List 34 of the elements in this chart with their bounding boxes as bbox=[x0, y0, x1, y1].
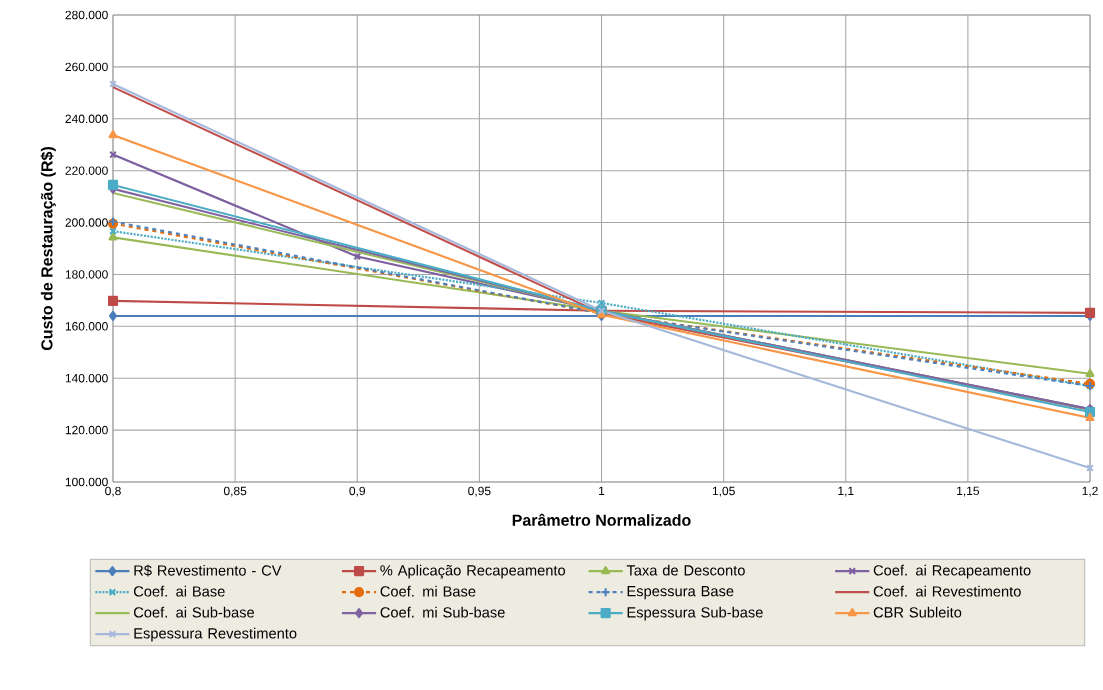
legend-label: Taxa de Desconto bbox=[626, 564, 745, 576]
y-tick-label: 240.000 bbox=[65, 114, 108, 124]
y-tick-label: 140.000 bbox=[65, 373, 108, 383]
y-tick-label: 120.000 bbox=[65, 425, 108, 435]
legend-label: CBR Subleito bbox=[873, 606, 962, 618]
y-tick-label: 160.000 bbox=[65, 322, 108, 331]
x-tick-label: 1 bbox=[599, 486, 605, 495]
x-tick-label: 1,15 bbox=[957, 486, 980, 497]
x-tick-label: 1,05 bbox=[712, 486, 735, 497]
legend-label: Coef. ai Base bbox=[133, 585, 225, 597]
y-tick-label: 280.000 bbox=[65, 10, 108, 20]
x-tick-label: 1,2 bbox=[1082, 486, 1098, 497]
y-axis-title: Custo de Restauração (R$) bbox=[40, 147, 56, 351]
legend-label: Espessura Base bbox=[627, 586, 734, 600]
x-axis-title: Parâmetro Normalizado bbox=[512, 513, 691, 526]
y-tick-label: 220.000 bbox=[65, 166, 108, 175]
x-tick-label: 0,95 bbox=[468, 486, 491, 497]
legend-label: Coef. ai Revestimento bbox=[873, 585, 1021, 597]
y-tick-label: 100.000 bbox=[65, 477, 108, 487]
legend-label: R$ Revestimento - CV bbox=[134, 564, 282, 577]
legend-label: Coef. ai Sub-base bbox=[133, 606, 255, 618]
legend-label: Espessura Revestimento bbox=[134, 627, 297, 642]
legend-label: % Aplicação Recapeamento bbox=[380, 564, 566, 579]
x-tick-label: 0,8 bbox=[105, 486, 121, 497]
legend-label: Coef. mi Base bbox=[380, 585, 476, 597]
y-tick-label: 180.000 bbox=[65, 270, 108, 279]
x-tick-label: 0,9 bbox=[349, 486, 366, 497]
x-tick-label: 1,1 bbox=[838, 486, 854, 497]
legend-label: Coef. ai Recapeamento bbox=[873, 564, 1031, 579]
y-tick-label: 200.000 bbox=[65, 218, 108, 227]
x-tick-label: 0,85 bbox=[223, 486, 247, 497]
legend-label: Espessura Sub-base bbox=[627, 606, 763, 621]
y-tick-label: 260.000 bbox=[65, 62, 108, 72]
legend-label: Coef. mi Sub-base bbox=[380, 606, 505, 618]
